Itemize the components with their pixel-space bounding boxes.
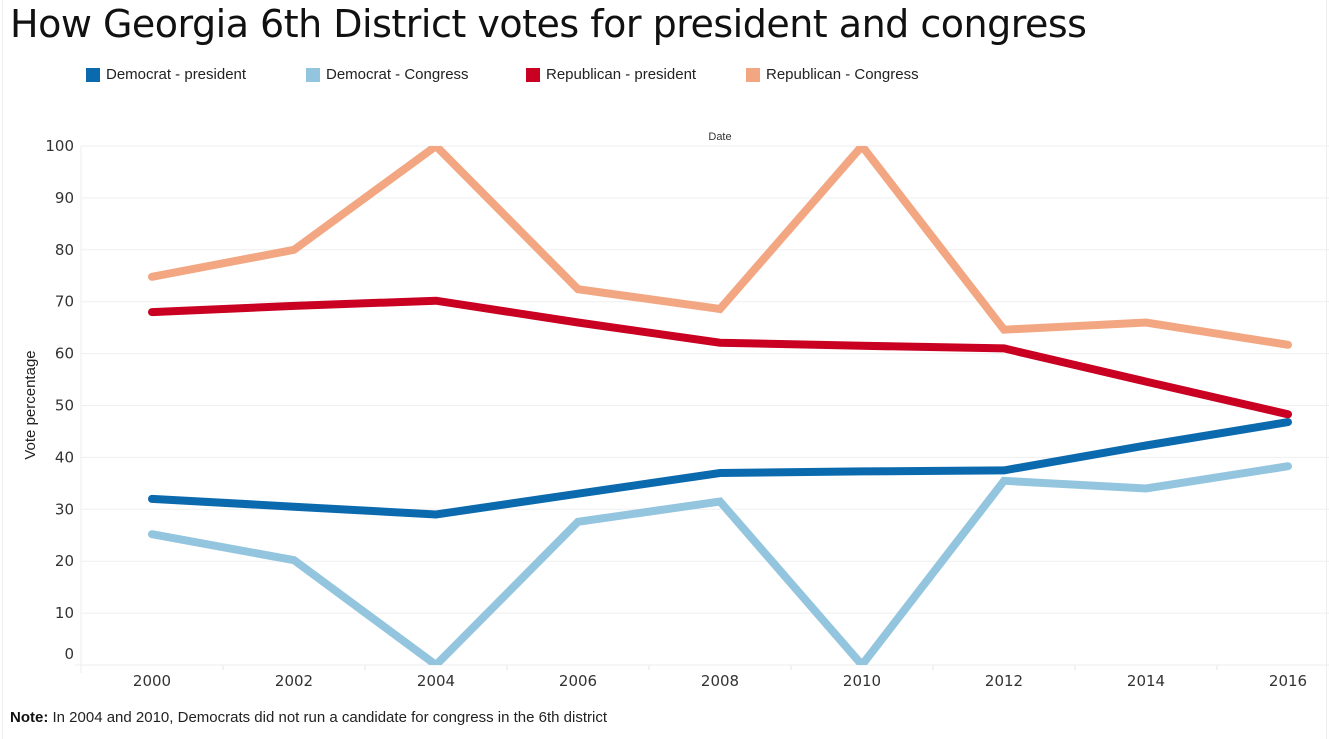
legend-item-democrat-president[interactable]: Democrat - president	[86, 66, 246, 83]
y-axis-title: Vote percentage	[22, 350, 39, 459]
legend-swatch	[86, 67, 100, 82]
y-tick-label: 60	[55, 345, 74, 363]
y-tick-labels: 0 10 20 30 40 50 60 70 80 90 100	[45, 137, 74, 663]
footnote: Note: In 2004 and 2010, Democrats did no…	[10, 709, 607, 726]
y-tick-label: 30	[55, 500, 74, 518]
legend-label: Democrat - Congress	[326, 66, 469, 83]
y-tick-label: 100	[45, 137, 74, 155]
legend-label: Republican - president	[546, 66, 697, 83]
x-tick-label: 2016	[1269, 672, 1307, 690]
note-prefix: Note:	[10, 709, 49, 726]
y-tick-label: 0	[64, 645, 74, 663]
x-tick-label: 2012	[985, 672, 1023, 690]
y-tick-label: 70	[55, 293, 74, 311]
x-tick-label: 2008	[701, 672, 739, 690]
legend-swatch	[526, 67, 540, 82]
x-tick-label: 2010	[843, 672, 881, 690]
x-tick-label: 2004	[417, 672, 455, 690]
legend-swatch	[746, 67, 760, 82]
series-line-democrat-congress[interactable]	[148, 462, 1292, 665]
series-lines	[148, 146, 1292, 665]
y-tick-label: 80	[55, 241, 74, 259]
legend-item-republican-congress[interactable]: Republican - Congress	[746, 66, 919, 83]
legend-swatch	[306, 67, 320, 82]
y-tick-label: 50	[55, 397, 74, 415]
legend-label: Democrat - president	[106, 66, 247, 83]
note-text: In 2004 and 2010, Democrats did not run …	[48, 709, 607, 726]
series-line-republican-president[interactable]	[148, 296, 1292, 419]
legend-label: Republican - Congress	[766, 66, 919, 83]
legend-item-democrat-congress[interactable]: Democrat - Congress	[306, 66, 469, 83]
y-tick-label: 40	[55, 448, 74, 466]
x-axis-title: Date	[708, 131, 731, 143]
series-line-republican-congress[interactable]	[148, 146, 1292, 349]
x-tick-label: 2014	[1127, 672, 1165, 690]
x-tick-label: 2000	[133, 672, 171, 690]
series-line-democrat-president[interactable]	[148, 418, 1292, 519]
y-tick-label: 10	[55, 604, 74, 622]
chart-title: How Georgia 6th District votes for presi…	[10, 2, 1087, 46]
axes	[75, 145, 1329, 673]
x-tick-labels: 2000 2002 2004 2006 2008 2010 2012 2014 2016	[133, 672, 1307, 690]
legend-item-republican-president[interactable]: Republican - president	[526, 66, 696, 83]
x-tick-label: 2002	[275, 672, 313, 690]
y-tick-label: 20	[55, 552, 74, 570]
x-tick-label: 2006	[559, 672, 597, 690]
y-tick-label: 90	[55, 189, 74, 207]
